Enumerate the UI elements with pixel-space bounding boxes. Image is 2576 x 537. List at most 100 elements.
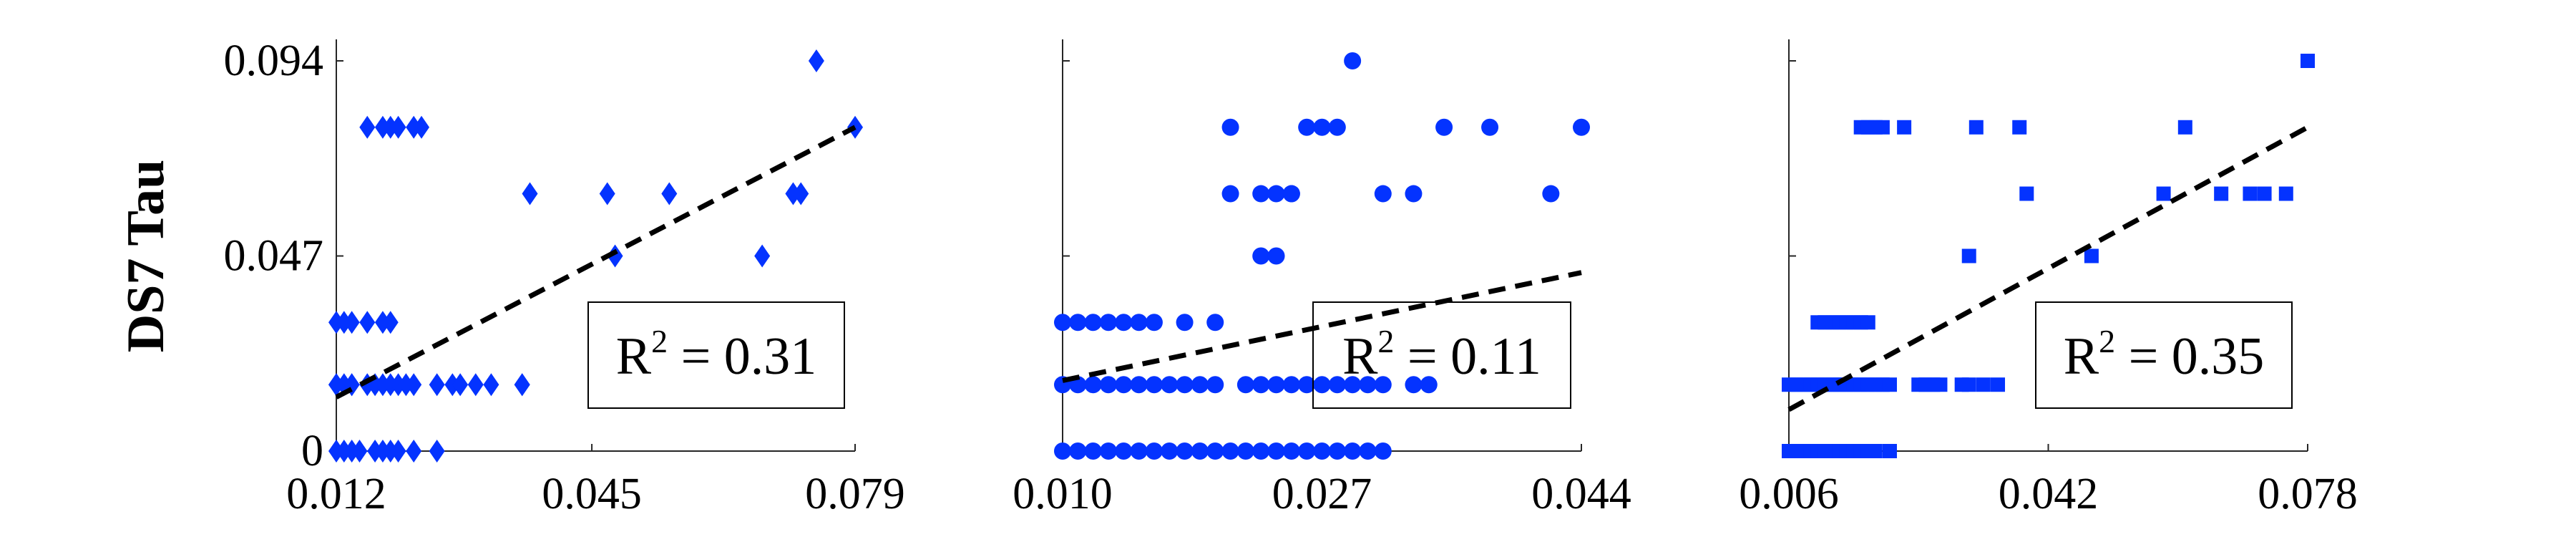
panel-1: 0.012 0.045 0.079 0 0.047 0.094 DS7 Tau R2 = 0.… (117, 37, 905, 518)
data-point (2301, 54, 2315, 68)
data-point (514, 373, 530, 397)
y-tick-label: 0 (301, 427, 323, 475)
data-point (1176, 442, 1194, 460)
data-point (1420, 376, 1438, 394)
data-point (1313, 442, 1331, 460)
data-point (754, 244, 771, 268)
data-point (1054, 314, 1071, 332)
data-point (2019, 186, 2034, 201)
data-point (1991, 377, 2006, 392)
data-point (599, 182, 615, 205)
data-point (1115, 376, 1133, 394)
data-point (1359, 442, 1377, 460)
data-point (2278, 186, 2293, 201)
data-point (467, 373, 484, 397)
data-point (1282, 185, 1300, 203)
data-point (1054, 442, 1071, 460)
data-point (359, 115, 376, 139)
data-point (406, 440, 422, 463)
data-point (1328, 118, 1346, 136)
data-point (661, 182, 678, 205)
data-point (1328, 442, 1346, 460)
r2-annotation-box (2035, 301, 2293, 409)
data-point (351, 440, 368, 463)
y-axis-label: DS7 Tau (117, 160, 175, 352)
data-point (1130, 314, 1148, 332)
data-point (1868, 444, 1883, 458)
data-point (607, 244, 623, 268)
data-point (1267, 247, 1285, 265)
data-point (1145, 442, 1163, 460)
r2-annotation-box (1312, 301, 1571, 409)
data-point (1099, 314, 1117, 332)
x-tick-label: 0.010 (1013, 470, 1113, 518)
data-point (793, 182, 809, 205)
x-tick-label: 0.044 (1531, 470, 1631, 518)
data-point (1267, 185, 1285, 203)
data-point (1298, 376, 1316, 394)
data-point (1252, 185, 1270, 203)
data-point (1405, 185, 1423, 203)
data-point (1236, 442, 1254, 460)
data-point (1084, 442, 1102, 460)
panel-2: 0.010 0.027 0.044 R2 = 0.11 (1013, 39, 1631, 518)
data-point (1145, 376, 1163, 394)
data-point (1252, 376, 1270, 394)
x-tick-label: 0.078 (2258, 470, 2358, 518)
data-point (1069, 314, 1087, 332)
data-point (1882, 444, 1897, 458)
data-point (2257, 186, 2272, 201)
data-point (382, 311, 399, 334)
data-point (1236, 376, 1254, 394)
data-point (1374, 376, 1392, 394)
data-point (1099, 376, 1117, 394)
data-point (808, 49, 824, 72)
data-point (1374, 442, 1392, 460)
data-point (1875, 120, 1890, 135)
trend-line (1062, 270, 1582, 383)
data-point (1481, 118, 1499, 136)
data-point (1084, 376, 1102, 394)
data-point (1221, 442, 1239, 460)
data-point (1897, 120, 1912, 135)
data-point (1115, 314, 1133, 332)
data-point (1298, 118, 1316, 136)
data-point (1313, 376, 1331, 394)
data-point (483, 373, 499, 397)
data-point (1161, 442, 1179, 460)
data-point (1084, 314, 1102, 332)
trend-line (335, 125, 857, 400)
data-point (1221, 185, 1239, 203)
data-point (429, 373, 445, 397)
data-point (1252, 442, 1270, 460)
data-point (390, 115, 406, 139)
data-point (2156, 186, 2171, 201)
data-point (1115, 442, 1133, 460)
data-point (1145, 314, 1163, 332)
data-point (1161, 376, 1179, 394)
data-point (2243, 186, 2258, 201)
data-point (1968, 120, 1984, 135)
data-point (1344, 52, 1362, 69)
trend-line (1787, 125, 2309, 412)
data-point (406, 373, 422, 397)
data-point (1176, 314, 1194, 332)
data-point (1435, 118, 1453, 136)
r2-annotation: R2 = 0.35 (2064, 323, 2265, 386)
data-point (2084, 248, 2099, 263)
data-point (1344, 376, 1362, 394)
data-point (1298, 442, 1316, 460)
x-tick-label: 0.027 (1272, 470, 1372, 518)
y-tick-label: 0.047 (224, 232, 324, 281)
data-point (1328, 376, 1346, 394)
data-point (1882, 377, 1897, 392)
panel-3: 0.006 0.042 0.078 R2 = 0.35 (1739, 39, 2358, 518)
data-point (1206, 376, 1224, 394)
data-point (1542, 185, 1560, 203)
x-tick-label: 0.045 (542, 470, 642, 518)
data-point (1405, 376, 1423, 394)
data-point (1206, 314, 1224, 332)
data-point (1267, 376, 1285, 394)
r2-annotation: R2 = 0.11 (1342, 323, 1541, 386)
